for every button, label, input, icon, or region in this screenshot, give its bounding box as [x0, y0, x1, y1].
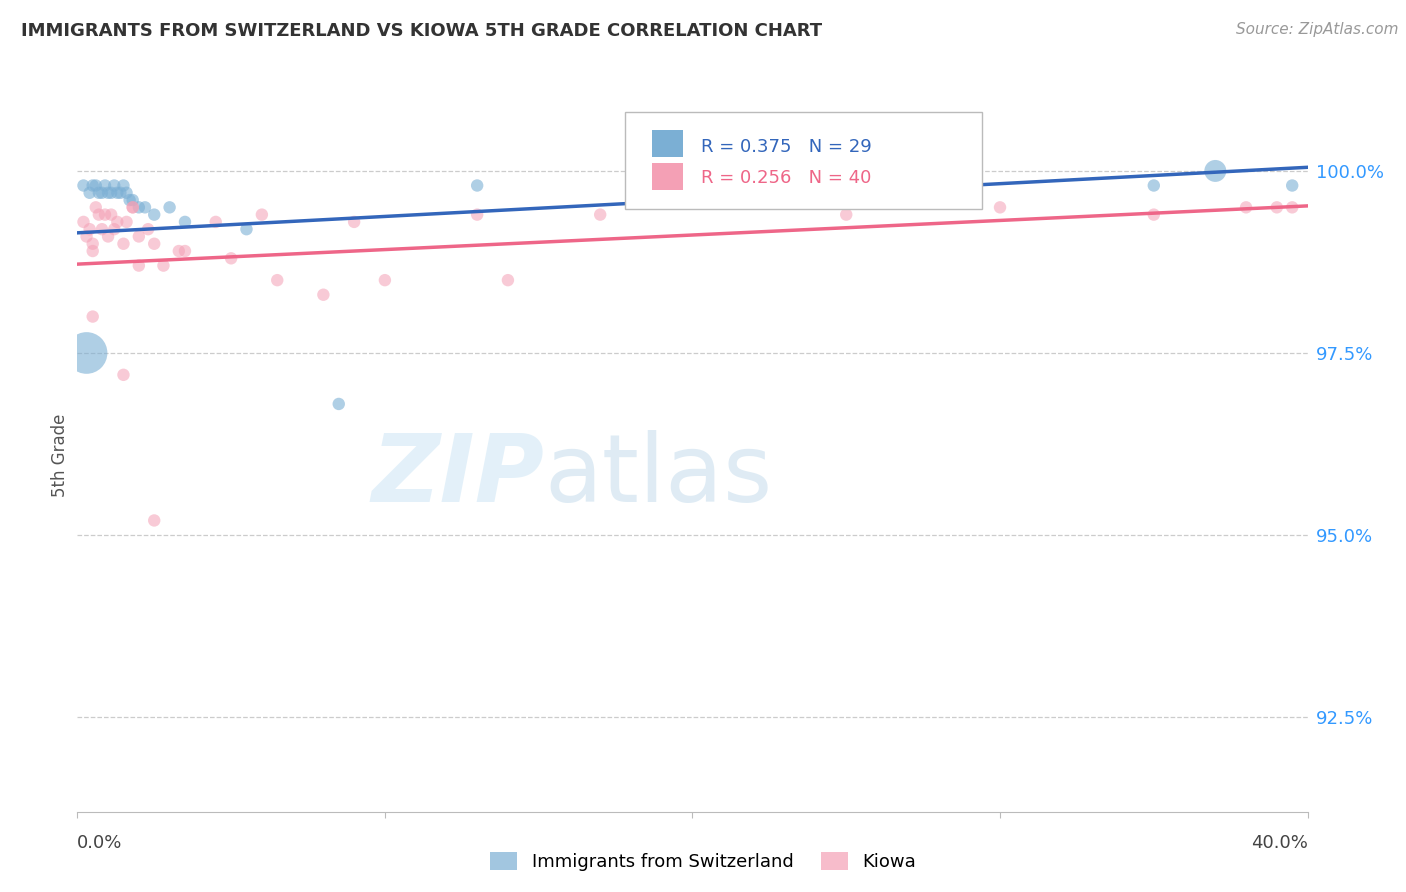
Point	[84, 178, 107, 193]
Text: IMMIGRANTS FROM SWITZERLAND VS KIOWA 5TH GRADE CORRELATION CHART: IMMIGRANTS FROM SWITZERLAND VS KIOWA 5TH…	[21, 22, 823, 40]
Point	[121, 200, 143, 214]
Text: 40.0%: 40.0%	[1251, 834, 1308, 852]
Y-axis label: 5th Grade: 5th Grade	[51, 413, 69, 497]
Point	[100, 186, 122, 200]
Point	[343, 215, 366, 229]
Point	[94, 178, 117, 193]
Point	[134, 200, 156, 214]
Point	[174, 244, 197, 258]
Point	[589, 208, 612, 222]
Point	[97, 229, 120, 244]
Point	[143, 208, 166, 222]
Point	[250, 208, 273, 222]
Point	[90, 186, 114, 200]
Point	[174, 215, 197, 229]
Text: R = 0.256   N = 40: R = 0.256 N = 40	[702, 169, 872, 187]
Point	[118, 193, 141, 207]
Point	[159, 200, 181, 214]
Point	[115, 186, 138, 200]
Point	[84, 200, 107, 214]
Point	[465, 208, 488, 222]
Point	[82, 236, 104, 251]
Point	[105, 215, 128, 229]
Point	[82, 178, 104, 193]
Point	[1281, 200, 1303, 214]
Point	[496, 273, 519, 287]
Point	[87, 208, 110, 222]
Point	[1265, 200, 1288, 214]
Point	[112, 236, 135, 251]
Point	[128, 259, 150, 273]
Point	[266, 273, 288, 287]
Point	[105, 186, 128, 200]
Point	[103, 222, 125, 236]
Point	[1143, 178, 1166, 193]
Point	[110, 186, 132, 200]
Point	[328, 397, 350, 411]
Point	[103, 178, 125, 193]
FancyBboxPatch shape	[652, 130, 683, 157]
Point	[465, 178, 488, 193]
Point	[988, 200, 1011, 214]
FancyBboxPatch shape	[624, 112, 981, 209]
Point	[82, 244, 104, 258]
Point	[87, 186, 110, 200]
Point	[79, 222, 101, 236]
Text: R = 0.375   N = 29: R = 0.375 N = 29	[702, 137, 872, 155]
Point	[121, 200, 143, 214]
Point	[121, 193, 143, 207]
Point	[82, 310, 104, 324]
Point	[152, 259, 174, 273]
Point	[79, 186, 101, 200]
Point	[1143, 208, 1166, 222]
Point	[1234, 200, 1257, 214]
Point	[76, 229, 98, 244]
Point	[136, 222, 159, 236]
Point	[97, 186, 120, 200]
Point	[94, 208, 117, 222]
Point	[112, 178, 135, 193]
Point	[90, 222, 114, 236]
Point	[1204, 164, 1226, 178]
FancyBboxPatch shape	[652, 163, 683, 190]
Legend: Immigrants from Switzerland, Kiowa: Immigrants from Switzerland, Kiowa	[482, 845, 924, 879]
Point	[742, 178, 765, 193]
Point	[72, 215, 94, 229]
Point	[100, 208, 122, 222]
Point	[143, 513, 166, 527]
Text: atlas: atlas	[546, 430, 773, 523]
Point	[72, 178, 94, 193]
Point	[115, 215, 138, 229]
Point	[312, 287, 335, 301]
Point	[143, 236, 166, 251]
Point	[374, 273, 396, 287]
Text: 0.0%: 0.0%	[77, 834, 122, 852]
Point	[112, 368, 135, 382]
Point	[1281, 178, 1303, 193]
Point	[204, 215, 226, 229]
Point	[128, 229, 150, 244]
Point	[128, 200, 150, 214]
Point	[219, 252, 242, 266]
Point	[835, 208, 858, 222]
Text: ZIP: ZIP	[373, 430, 546, 523]
Point	[167, 244, 190, 258]
Point	[76, 346, 98, 360]
Text: Source: ZipAtlas.com: Source: ZipAtlas.com	[1236, 22, 1399, 37]
Point	[235, 222, 257, 236]
